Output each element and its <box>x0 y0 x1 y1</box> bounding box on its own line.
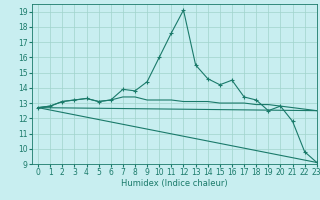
X-axis label: Humidex (Indice chaleur): Humidex (Indice chaleur) <box>121 179 228 188</box>
